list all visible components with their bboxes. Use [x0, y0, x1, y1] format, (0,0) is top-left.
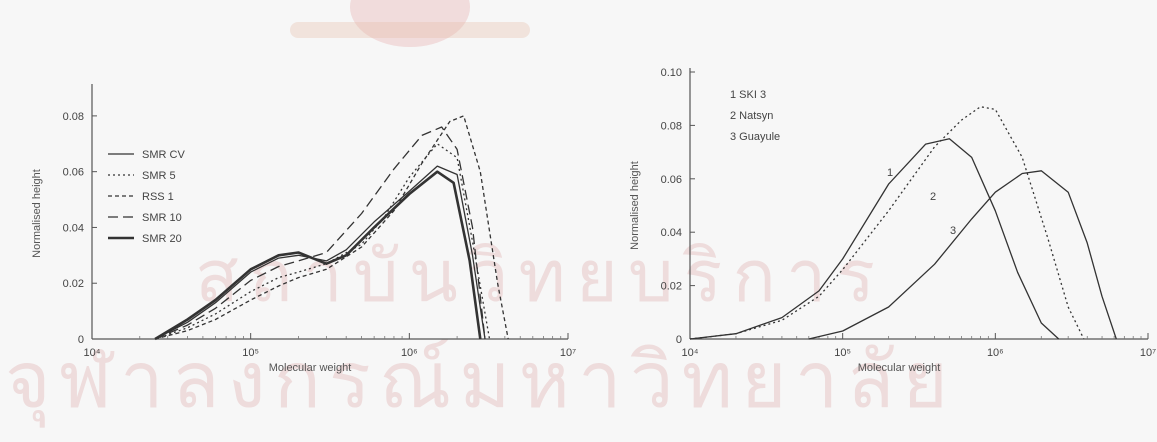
x-tick-label: 10⁶ — [401, 347, 418, 359]
chart-1: 0 0.02 0.04 0.06 0.08 10⁴ 10⁵ 10⁶ 10⁷ Molecular w… — [31, 84, 576, 374]
y-tick-label: 0.04 — [661, 227, 682, 239]
series-line-2 — [689, 106, 1085, 340]
legend-label: SMR CV — [142, 149, 185, 161]
y-tick-label: 0.02 — [661, 281, 682, 293]
figure: 0 0.02 0.04 0.06 0.08 10⁴ 10⁵ 10⁶ 10⁷ Molecular w… — [31, 67, 1156, 374]
series-line-3 — [808, 170, 1117, 340]
x-axis-label: Molecular weight — [858, 362, 941, 374]
chart-2: 0 0.02 0.04 0.06 0.08 0.10 10⁴ 10⁵ 10⁶ 10⁷ Molecul… — [629, 67, 1156, 374]
x-tick-label: 10⁵ — [834, 347, 851, 359]
curve-annotation: 1 — [887, 167, 893, 179]
series-line-1 — [154, 165, 486, 340]
y-axis-label: Normalised height — [31, 169, 43, 258]
series-line-4 — [154, 126, 486, 340]
x-tick-label: 10⁷ — [560, 347, 576, 359]
legend-label: SMR 10 — [142, 212, 182, 224]
y-tick-label: 0 — [78, 334, 84, 346]
x-tick-label: 10⁵ — [242, 347, 259, 359]
y-tick-label: 0.06 — [63, 167, 84, 179]
y-tick-label: 0 — [676, 334, 682, 346]
curve-annotation: 2 — [930, 191, 936, 203]
x-tick-label: 10⁴ — [84, 347, 101, 359]
x-tick-label: 10⁶ — [987, 347, 1004, 359]
x-tick-label: 10⁴ — [682, 347, 699, 359]
legend-label: RSS 1 — [142, 191, 174, 203]
curve-annotation: 3 — [950, 225, 956, 237]
y-tick-label: 0.02 — [63, 278, 84, 290]
y-tick-label: 0.08 — [63, 111, 84, 123]
legend-label: 1 SKI 3 — [730, 89, 766, 101]
y-tick-label: 0.10 — [661, 67, 682, 79]
y-tick-label: 0.08 — [661, 120, 682, 132]
y-tick-label: 0.06 — [661, 174, 682, 186]
y-axis-label: Normalised height — [629, 161, 641, 250]
series-line-1 — [689, 138, 1060, 340]
legend-label: SMR 5 — [142, 170, 176, 182]
legend-label: SMR 20 — [142, 233, 182, 245]
legend-label: 3 Guayule — [730, 131, 780, 143]
legend-label: 2 Natsyn — [730, 110, 773, 122]
series-line-3 — [154, 115, 509, 340]
x-tick-label: 10⁷ — [1140, 347, 1156, 359]
series-line-5 — [154, 170, 482, 341]
x-axis-label: Molecular weight — [269, 362, 352, 374]
y-tick-label: 0.04 — [63, 222, 84, 234]
